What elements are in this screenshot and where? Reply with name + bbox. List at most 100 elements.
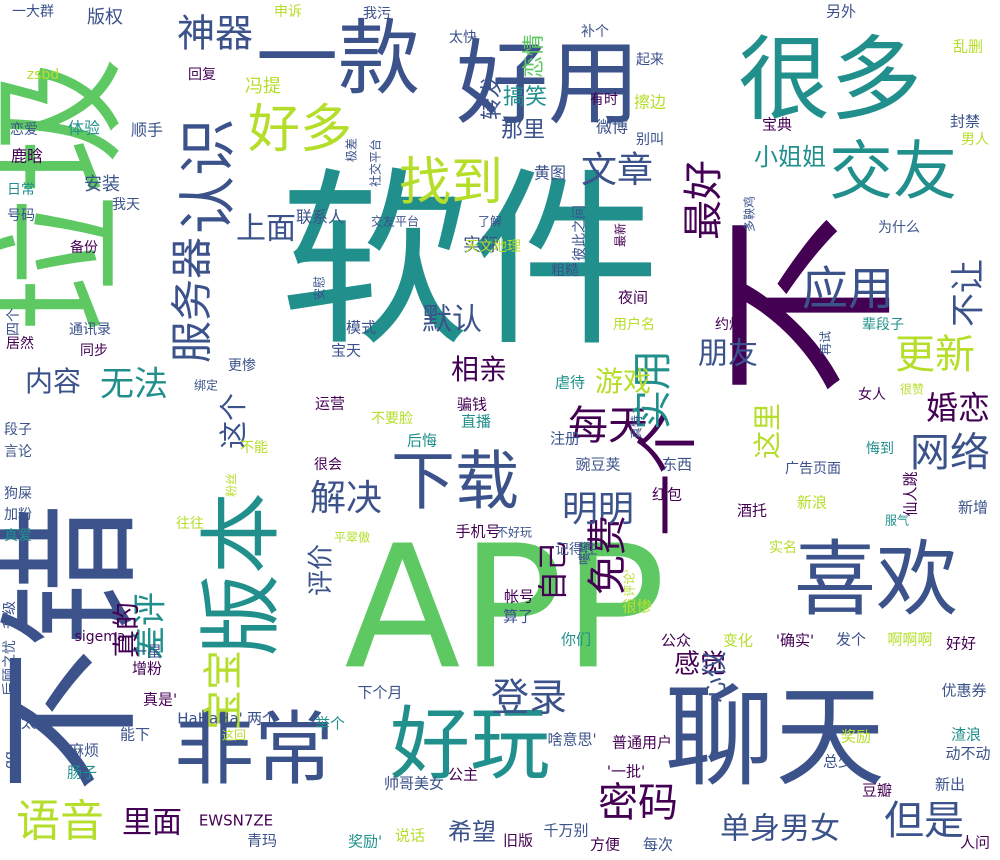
word-cloud-word: 真爱 (4, 528, 32, 544)
word-cloud-word: qq (2, 751, 18, 769)
word-cloud-word: 回复 (188, 66, 216, 83)
word-cloud-word: 普通用户 (612, 734, 672, 752)
word-cloud-word: 语音 (16, 796, 104, 847)
word-cloud-word: 帅哥美女 (384, 775, 444, 793)
word-cloud-word: 应用 (802, 262, 894, 316)
word-cloud-word: 运营 (315, 395, 345, 413)
word-cloud-word: 你们 (561, 631, 591, 649)
word-cloud-word: 渣浪 (951, 726, 981, 744)
word-cloud-word: 奖励' (348, 833, 382, 851)
word-cloud-word: 算了 (503, 608, 533, 626)
word-cloud-word: 这回 (222, 728, 246, 743)
word-cloud-word: 更新 (895, 332, 975, 378)
word-cloud-word: 我污 (363, 6, 391, 22)
word-cloud-word: 新出 (935, 776, 965, 794)
word-cloud-word: 再试 (818, 331, 833, 355)
word-cloud-word: 有时 (590, 92, 618, 108)
word-cloud-word: 日常 (7, 182, 35, 198)
word-cloud-word: 很惨 (622, 598, 652, 616)
word-cloud-word: 游戏 (595, 365, 651, 398)
word-cloud-word: 安装 (84, 174, 120, 195)
word-cloud-word: 补个 (581, 24, 609, 40)
word-cloud-word: 实名 (769, 540, 797, 556)
word-cloud-word: 好玩 (390, 698, 550, 791)
word-cloud-word: 能下 (120, 726, 150, 744)
word-cloud-word: 另外 (826, 3, 856, 21)
word-cloud-word: 骗钱 (457, 396, 487, 414)
word-cloud-word: 内容 (25, 365, 81, 398)
word-cloud-word: 网络 (910, 430, 990, 476)
word-cloud-word: 红包 (652, 486, 682, 504)
word-cloud-word: 方便 (590, 836, 620, 854)
word-cloud-word: 人问 (960, 834, 990, 852)
word-cloud-word: 聊天 (665, 673, 885, 801)
word-cloud-word: 感觉 (674, 650, 726, 680)
word-cloud-word: 转发 (480, 76, 505, 120)
word-cloud-word: 同步 (80, 343, 108, 359)
word-cloud-word: 新增 (958, 499, 988, 517)
word-cloud-word: 真是' (143, 691, 177, 709)
word-cloud-word: 天文地理 (465, 239, 521, 255)
word-cloud-word: 不让 (949, 259, 989, 327)
word-cloud-word: '一批' (607, 763, 645, 781)
word-cloud-word: 冯提 (245, 76, 281, 97)
word-cloud-word: 一大群 (12, 4, 54, 20)
word-cloud-word: 版权 (87, 7, 123, 28)
word-cloud-word: 宝典 (762, 116, 792, 134)
word-cloud-word: 虐待 (555, 374, 585, 392)
word-cloud-word: 默认 (422, 303, 482, 338)
word-cloud-word: 好多 (248, 100, 352, 160)
word-cloud-word: 搞笑 (503, 85, 547, 110)
word-cloud-word: 很多 (738, 26, 922, 133)
word-cloud-word: 彼此之间 (572, 205, 588, 261)
word-cloud-word: 总少 (823, 753, 853, 771)
word-cloud-word: 下个月 (357, 684, 402, 702)
word-cloud-word: 实际 (463, 235, 499, 256)
word-cloud-word: 了解 (478, 215, 502, 229)
word-cloud-word: 升级 (2, 601, 18, 629)
word-cloud-word: 体验 (68, 119, 100, 138)
word-cloud-word: 非常 (174, 703, 334, 796)
word-cloud-word: 段子 (4, 422, 32, 438)
word-cloud-word: 往往 (176, 516, 204, 532)
word-cloud-word: 居然 (6, 335, 34, 352)
word-cloud-word: 注册 (550, 430, 580, 448)
word-cloud-word: 每次 (643, 836, 673, 854)
word-cloud-word: 文章 (581, 150, 653, 191)
word-cloud-word: 最好 (681, 160, 727, 240)
word-cloud-word: 千万别 (543, 822, 588, 840)
word-cloud-word: 举个 (315, 715, 345, 733)
word-cloud-word: 相亲 (451, 353, 507, 386)
word-cloud-word: 新浪 (797, 494, 827, 512)
word-cloud-word: 帐号 (504, 588, 534, 606)
word-cloud-word: 登录 (491, 676, 567, 720)
word-cloud-word: 增粉 (132, 660, 162, 678)
word-cloud-word: 婚恋 (926, 389, 990, 427)
word-cloud-word: '确实' (776, 632, 814, 650)
word-cloud-word: 更惨 (228, 357, 256, 374)
word-cloud-word: 别叫 (636, 132, 664, 148)
word-cloud-word: 备份 (70, 239, 98, 256)
word-cloud-word: 用户名 (613, 316, 655, 333)
word-cloud-word: 服气 (885, 513, 909, 528)
word-cloud-word: 封禁 (950, 113, 980, 131)
word-cloud-word: 加粉 (4, 507, 32, 523)
word-cloud-word: 太快 (449, 30, 477, 46)
word-cloud-word: 粗糙 (551, 263, 579, 279)
word-cloud-word: 我天 (112, 197, 140, 213)
word-cloud-word: 但是 (884, 798, 964, 844)
word-cloud-word: 朋友 (698, 337, 758, 372)
word-cloud-word: 乱删 (953, 38, 983, 56)
word-cloud-word: 女人 (858, 386, 886, 403)
word-cloud-word: 真的 (110, 602, 143, 658)
word-cloud-word: 悔到 (866, 441, 894, 457)
word-cloud-word: 实用 (630, 350, 676, 430)
word-cloud-word: 微博 (596, 118, 628, 137)
word-cloud-word: 粉丝 (225, 473, 239, 497)
word-cloud-word: 约炮 (715, 317, 743, 333)
word-cloud-word: 评论' (623, 569, 637, 596)
word-cloud-word: 单身男女 (720, 812, 840, 847)
word-cloud-word: 好好 (946, 635, 976, 653)
word-cloud-word: 希望 (448, 818, 496, 846)
